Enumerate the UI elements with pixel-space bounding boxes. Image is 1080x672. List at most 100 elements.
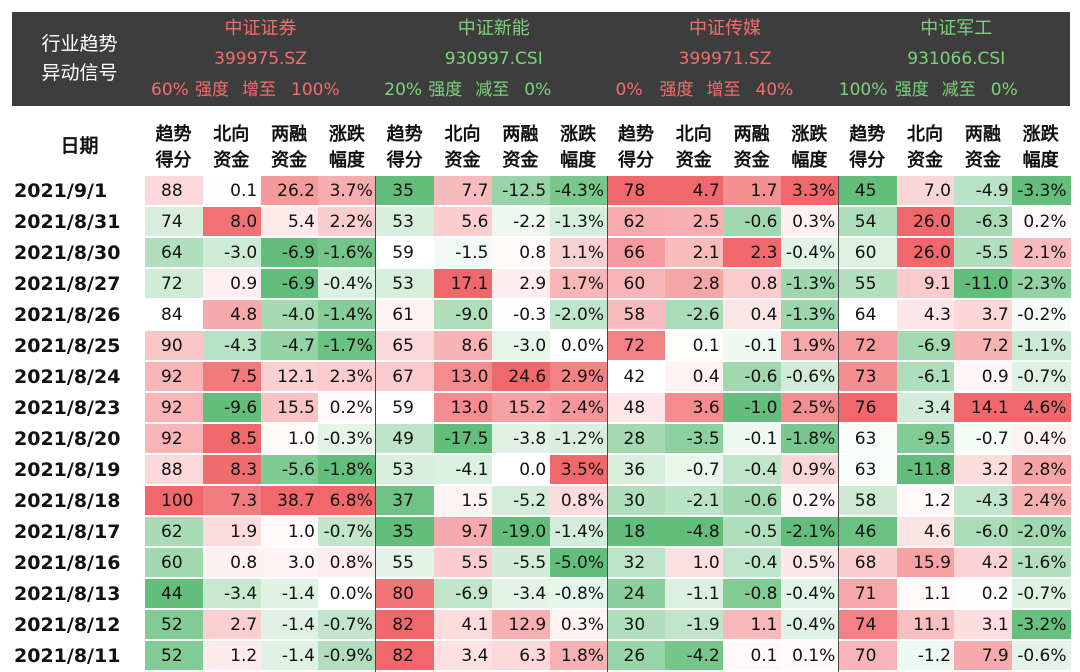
group-divider (375, 176, 377, 672)
table-cell: 0.1 (665, 331, 724, 361)
table-cell: -0.3% (318, 424, 377, 454)
table-cell: 38.7 (260, 486, 319, 516)
table-cell: 12.9 (491, 610, 551, 640)
table-cell: 36 (607, 455, 666, 485)
strength-label2: 减至 (941, 80, 976, 100)
table-cell: 4.6% (1012, 393, 1071, 423)
table-cell: 17.1 (434, 269, 493, 299)
table-cell: 15.5 (260, 393, 319, 423)
table-cell: 82 (376, 610, 435, 640)
table-cell: 14.1 (954, 393, 1013, 423)
table-cell: 74 (838, 610, 898, 640)
table-cell: -0.6% (1012, 641, 1071, 671)
table-cell: 37 (376, 486, 435, 516)
index-name: 中证新能 (457, 18, 530, 39)
table-cell: 3.2 (954, 455, 1013, 485)
table-cell: 1.9 (202, 517, 262, 547)
table-cell: 7.7 (434, 176, 493, 206)
table-cell: -4.0 (260, 300, 319, 330)
strength-to: 100% (291, 80, 340, 100)
strength-label1: 强度 (195, 80, 229, 100)
table-cell: -1.4 (260, 579, 319, 609)
table-cell: -0.4% (780, 610, 840, 640)
table-cell: 1.7% (549, 269, 609, 299)
table-cell: 74 (145, 207, 204, 237)
table-cell: 0.8% (318, 548, 377, 578)
table-cell: -1.8% (780, 424, 840, 454)
table-cell: 0.1% (780, 641, 840, 671)
table-cell: -0.9% (318, 641, 377, 671)
table-cell: -1.5 (434, 238, 493, 268)
table-cell: 92 (145, 424, 204, 454)
table-cell: 30 (607, 610, 666, 640)
table-cell: -1.3% (780, 300, 840, 330)
strength-label2: 增至 (242, 80, 276, 100)
table-cell: -5.0% (549, 548, 609, 578)
metric-header-line1: 两融 (271, 124, 308, 145)
table-cell: -11.0 (954, 269, 1013, 299)
table-cell: 35 (376, 176, 435, 206)
table-cell: -4.9 (954, 176, 1013, 206)
metric-header-line1: 两融 (502, 124, 539, 145)
table-cell: 1.5 (434, 486, 493, 516)
table-cell: 2.3% (318, 362, 377, 392)
table-cell: -9.5 (896, 424, 955, 454)
table-row: 2021/9/1 88 0.1 26.2 3.7% 35 7.7 -12.5 -4.3% 78 4.… (0, 176, 1080, 207)
table-cell: 4.8 (202, 300, 262, 330)
table-cell: 28 (607, 424, 666, 454)
table-cell: -5.6 (260, 455, 319, 485)
group-divider (606, 176, 608, 672)
metric-header: 趋势 得分 (145, 122, 202, 174)
row-date: 2021/8/16 (14, 552, 121, 574)
index-name: 中证军工 (920, 18, 993, 39)
strength-label2: 增至 (706, 80, 741, 100)
table-cell: -3.4 (202, 579, 262, 609)
metric-header: 两融 资金 (954, 122, 1011, 174)
table-cell: 1.0 (665, 548, 724, 578)
table-cell: 2.2% (318, 207, 377, 237)
metric-header: 涨跌 幅度 (781, 122, 838, 174)
table-row: 2021/8/31 74 8.0 5.4 2.2% 53 5.6 -2.2 -1.3% 62 2.5… (0, 207, 1080, 238)
table-cell: 58 (838, 486, 898, 516)
table-cell: 0.9% (780, 455, 840, 485)
metric-header: 涨跌 幅度 (1012, 122, 1069, 174)
strength-label1: 强度 (894, 80, 929, 100)
table-cell: -2.0% (1012, 517, 1071, 547)
strength-from: 20% (384, 80, 423, 100)
table-cell: -1.0 (723, 393, 782, 423)
table-cell: 6.8% (318, 486, 377, 516)
metric-header-line1: 涨跌 (1022, 124, 1059, 145)
table-cell: 3.4 (434, 641, 493, 671)
row-date: 2021/8/18 (14, 490, 121, 512)
table-cell: 2.1% (1012, 238, 1071, 268)
table-cell: 72 (838, 331, 898, 361)
strength-from: 60% (151, 80, 189, 100)
metric-header: 北向 资金 (434, 122, 491, 174)
table-cell: 7.0 (896, 176, 955, 206)
table-cell: -0.6 (723, 362, 782, 392)
row-date: 2021/8/12 (14, 614, 121, 636)
table-cell: 2.5 (665, 207, 724, 237)
table-cell: 0.1 (723, 641, 782, 671)
table-cell: -0.4 (723, 548, 782, 578)
row-date: 2021/8/31 (14, 211, 121, 233)
table-cell: 1.1 (896, 579, 955, 609)
table-cell: 0.8 (491, 238, 551, 268)
table-cell: -0.1 (723, 424, 782, 454)
table-cell: 59 (376, 238, 435, 268)
metric-header-line1: 北向 (907, 124, 944, 145)
header-banner: 行业趋势 异动信号 中证证券 399975.SZ 60% 强度 增至 100% 中证新能 93… (12, 12, 1070, 106)
table-cell: 8.6 (434, 331, 493, 361)
index-code: 931066.CSI (907, 49, 1006, 69)
table-cell: -3.0 (202, 238, 262, 268)
table-cell: -0.6% (780, 362, 840, 392)
strength-from: 0% (615, 80, 643, 100)
table-cell: -0.4% (318, 269, 377, 299)
table-cell: 5.6 (434, 207, 493, 237)
table-cell: 26.0 (896, 238, 955, 268)
table-cell: -0.4% (780, 238, 840, 268)
table-cell: -6.9 (260, 269, 319, 299)
table-cell: 0.0% (549, 331, 609, 361)
table-cell: 0.3% (780, 207, 840, 237)
table-cell: 0.2% (1012, 207, 1071, 237)
